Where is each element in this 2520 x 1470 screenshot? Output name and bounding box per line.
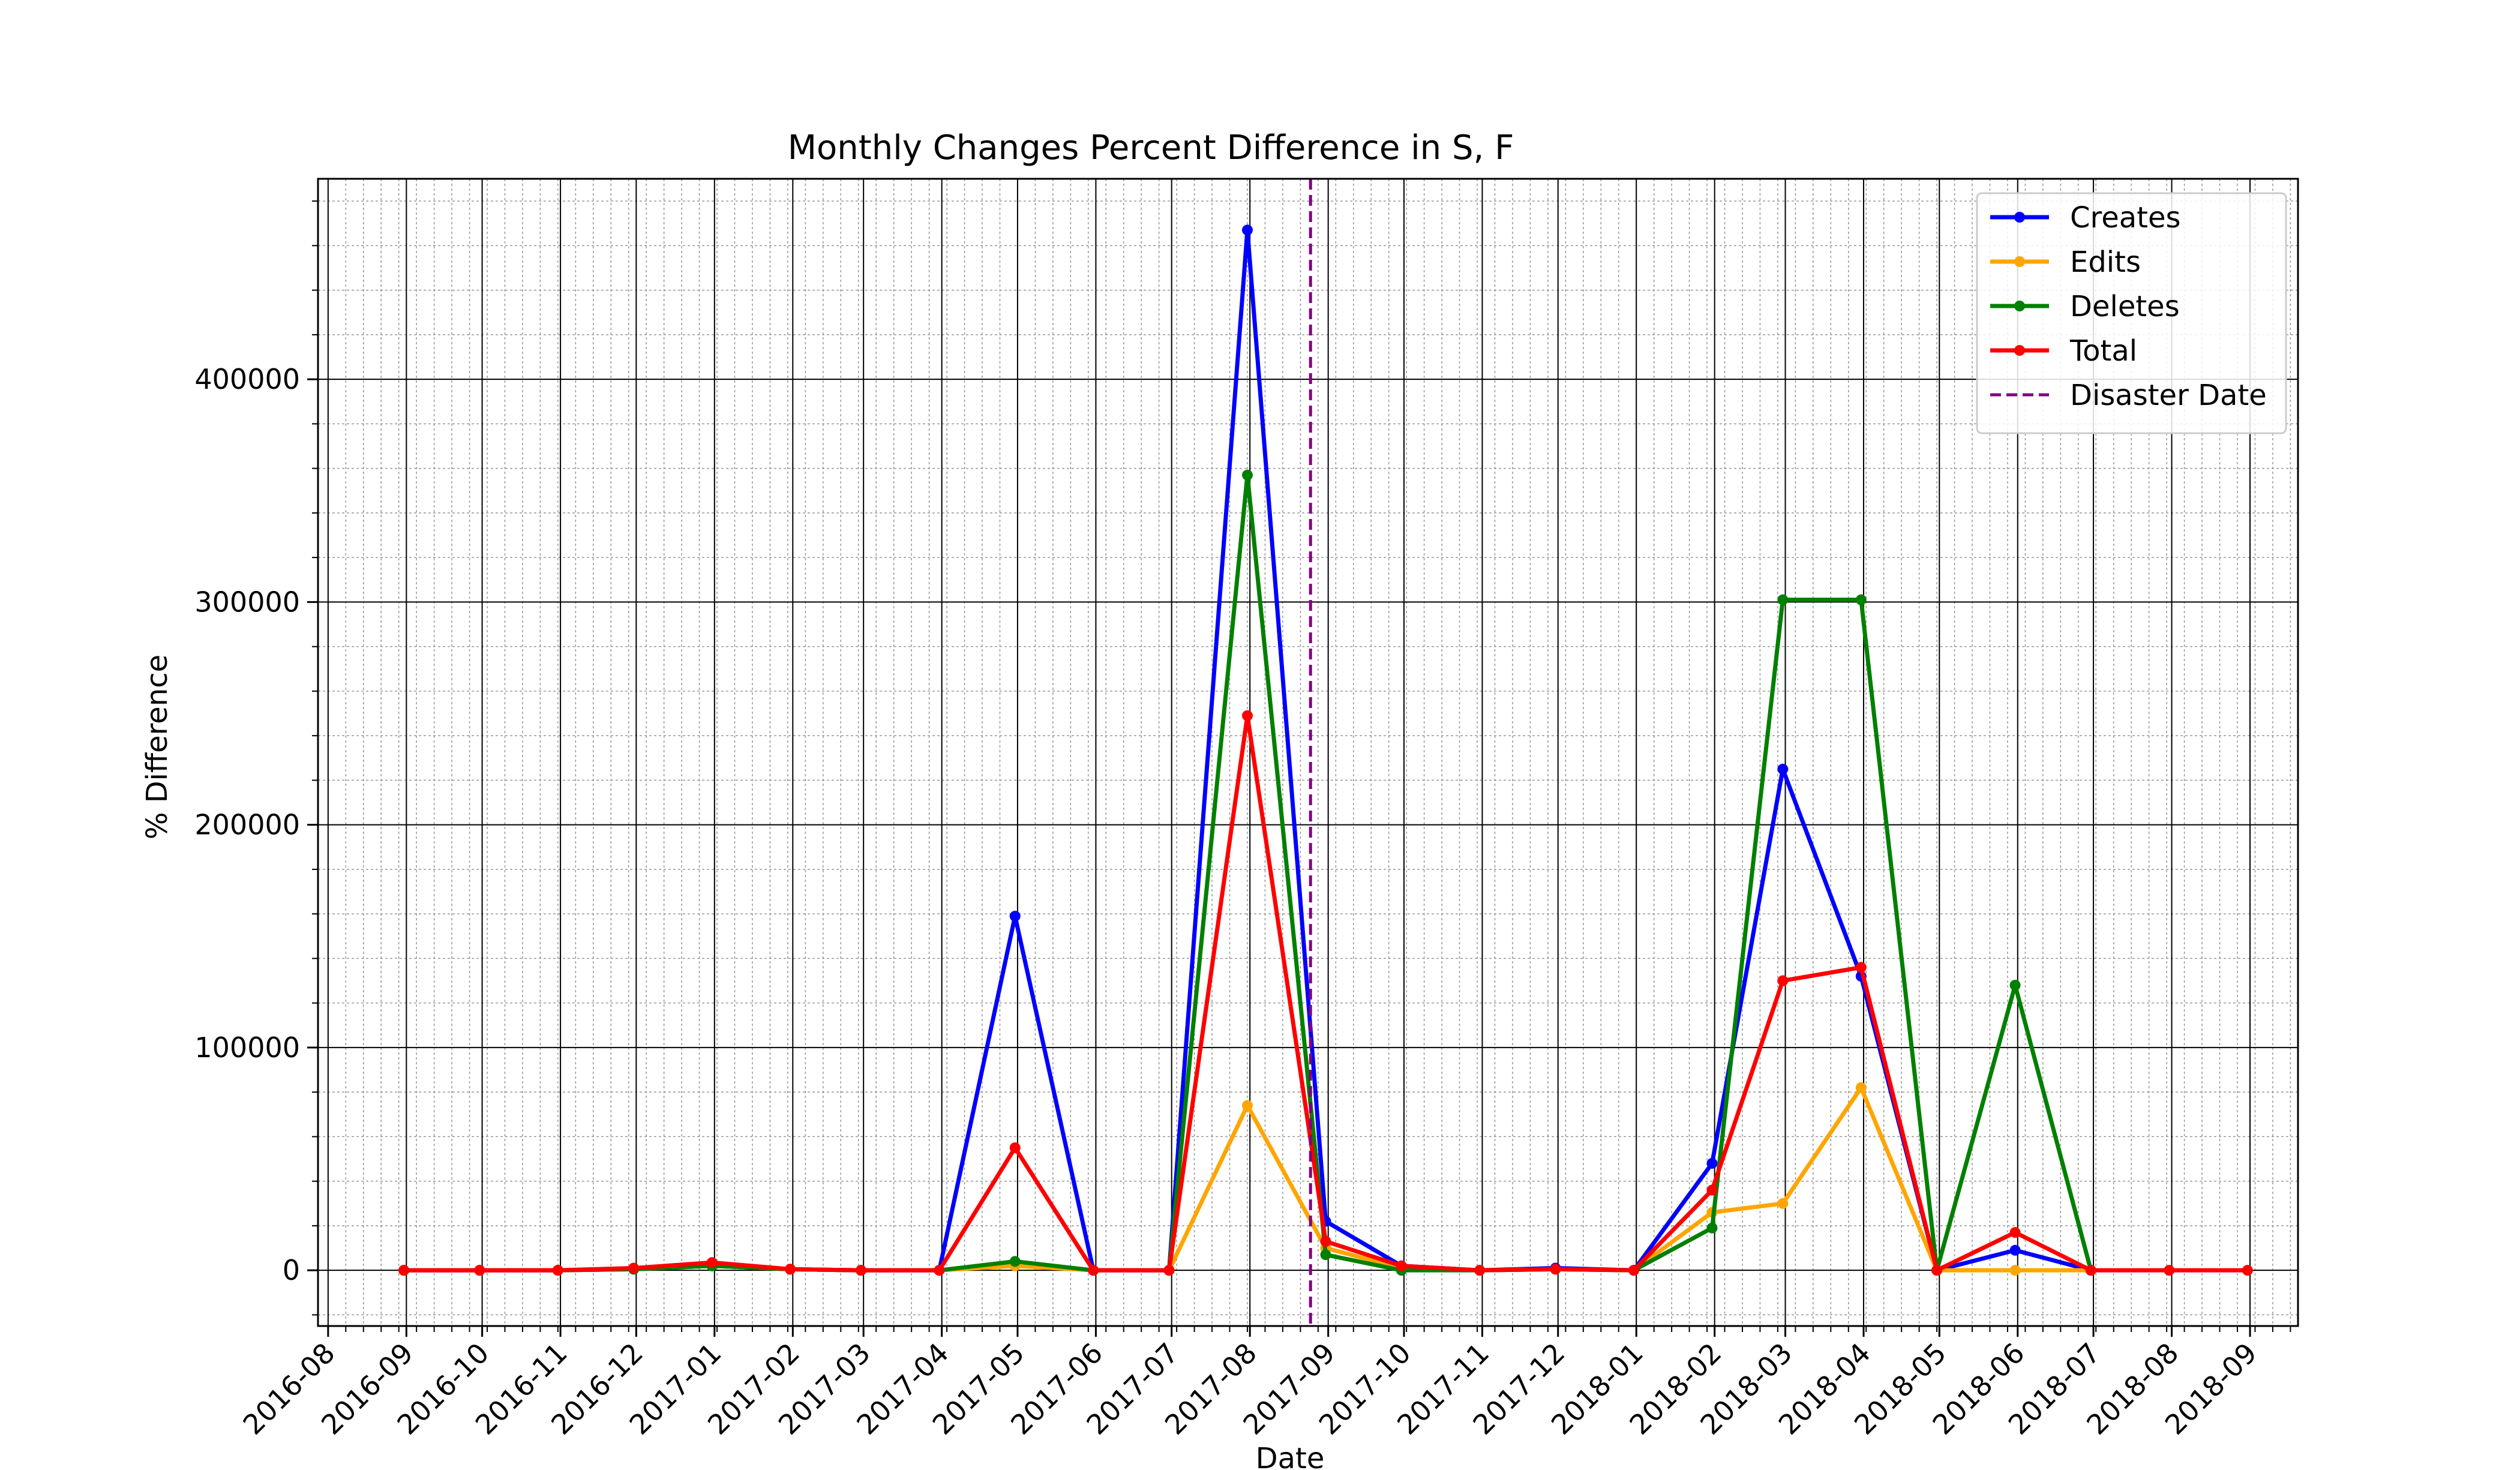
data-point-total: [1706, 1184, 1718, 1196]
data-point-total: [398, 1265, 410, 1276]
data-point-edits: [1777, 1198, 1789, 1209]
data-point-total: [474, 1265, 485, 1276]
data-point-total: [934, 1265, 945, 1276]
y-tick-label: 400000: [194, 363, 300, 395]
data-point-total: [2164, 1265, 2175, 1276]
axis-ticks: [307, 200, 2291, 1337]
data-point-deletes: [1241, 469, 1253, 481]
data-point-creates: [1009, 910, 1021, 922]
legend: Creates Edits Deletes Total Disaster Date: [1976, 192, 2287, 434]
data-point-creates: [1241, 224, 1253, 236]
y-axis-label: % Difference: [140, 655, 174, 839]
data-point-creates: [1777, 763, 1789, 775]
y-tick-label: 100000: [194, 1031, 300, 1064]
data-point-total: [1009, 1142, 1021, 1153]
data-point-total: [628, 1262, 640, 1274]
data-point-deletes: [1706, 1222, 1718, 1234]
data-point-total: [1855, 962, 1867, 973]
series-layer: [398, 224, 2253, 1276]
data-point-total: [1474, 1265, 1486, 1276]
legend-item: Deletes: [1990, 290, 2180, 323]
x-axis-label: Date: [1256, 1442, 1325, 1470]
data-point-deletes: [2009, 979, 2021, 991]
legend-marker: [2014, 212, 2025, 223]
data-point-total: [1550, 1264, 1561, 1275]
data-point-creates: [1706, 1157, 1718, 1169]
data-point-deletes: [1777, 594, 1789, 605]
legend-item: Disaster Date: [1990, 379, 2267, 412]
data-point-total: [706, 1257, 718, 1268]
legend-marker: [2014, 345, 2025, 356]
plot-frame: [317, 178, 2299, 1327]
y-tick-label: 0: [283, 1254, 300, 1286]
y-tick-label: 200000: [194, 809, 300, 841]
data-point-total: [2009, 1227, 2021, 1238]
legend-label: Deletes: [2070, 290, 2180, 323]
data-point-total: [1088, 1265, 1099, 1276]
data-point-total: [1777, 975, 1789, 986]
data-point-total: [1320, 1235, 1331, 1247]
y-tick-labels: 0 100000 200000 300000 400000: [194, 363, 300, 1286]
data-point-total: [1241, 710, 1253, 721]
y-tick-label: 300000: [194, 586, 300, 618]
legend-item: Total: [1990, 334, 2137, 368]
chart-title: Monthly Changes Percent Difference in S,…: [788, 128, 1514, 167]
data-point-edits: [1241, 1100, 1253, 1111]
data-point-total: [1163, 1265, 1175, 1276]
series-total: [398, 710, 2253, 1276]
data-point-edits: [1855, 1082, 1867, 1093]
data-point-total: [2085, 1265, 2096, 1276]
data-point-total: [1628, 1265, 1639, 1276]
data-point-total: [552, 1265, 563, 1276]
legend-label: Disaster Date: [2070, 379, 2267, 412]
data-point-deletes: [1320, 1249, 1331, 1261]
legend-box: [1976, 192, 2287, 434]
data-point-deletes: [1855, 594, 1867, 605]
data-point-total: [785, 1264, 796, 1275]
data-point-edits: [2009, 1265, 2021, 1276]
data-point-creates: [2009, 1244, 2021, 1256]
legend-marker: [2014, 301, 2025, 311]
legend-label: Total: [2069, 334, 2137, 368]
data-point-total: [855, 1265, 866, 1276]
legend-label: Edits: [2070, 245, 2141, 279]
data-point-total: [1931, 1265, 1943, 1276]
data-point-total: [2242, 1265, 2253, 1276]
data-point-deletes: [1009, 1256, 1021, 1267]
legend-label: Creates: [2070, 201, 2181, 235]
legend-item: Creates: [1990, 201, 2181, 235]
legend-item: Edits: [1990, 245, 2141, 279]
legend-marker: [2014, 256, 2025, 267]
data-point-total: [1396, 1260, 1407, 1271]
